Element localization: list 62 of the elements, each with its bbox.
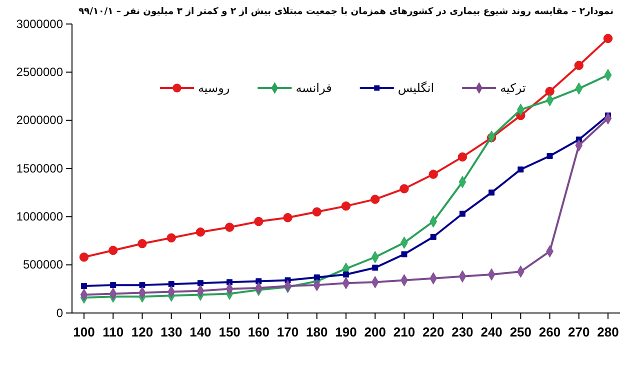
point (79, 252, 89, 262)
point (138, 239, 147, 248)
point (166, 233, 176, 242)
x-tick-label: 120 (131, 324, 154, 340)
point (401, 251, 408, 258)
y-tick-label: 0 (56, 306, 64, 320)
x-tick-label: 220 (422, 324, 444, 340)
x-tick-label: 200 (364, 324, 386, 340)
y-tick-label: 3000000 (16, 16, 64, 31)
x-tick-label: 210 (393, 324, 416, 340)
point (197, 280, 204, 286)
point (459, 210, 466, 217)
point (254, 216, 264, 226)
x-tick-label: 170 (276, 324, 299, 340)
point (546, 152, 553, 159)
x-tick-label: 160 (248, 324, 270, 340)
x-tick-label: 240 (480, 324, 502, 340)
x-tick-label: 260 (538, 324, 561, 340)
point (168, 281, 174, 288)
point (81, 283, 87, 290)
y-tick-label: 1500000 (16, 161, 64, 176)
y-tick-label: 1000000 (16, 210, 64, 224)
point (603, 34, 613, 44)
point (545, 86, 554, 96)
x-tick-label: 250 (510, 324, 532, 340)
legend-label: ترکیه (500, 81, 526, 95)
point (108, 246, 118, 255)
x-tick-label: 130 (160, 324, 182, 340)
point (110, 282, 116, 288)
point (372, 264, 378, 271)
x-tick-label: 140 (190, 324, 212, 340)
point (314, 274, 320, 280)
point (224, 222, 234, 232)
y-tick-label: 2500000 (16, 65, 64, 80)
point (430, 234, 436, 240)
point (370, 194, 380, 204)
point (488, 190, 495, 196)
legend-label: روسیه (198, 81, 230, 95)
legend-label: انگلیس (398, 81, 434, 95)
point (428, 170, 438, 179)
y-tick-label: 2000000 (16, 113, 64, 128)
point (196, 227, 206, 237)
point (139, 282, 146, 288)
legend-label: فرانسه (296, 81, 332, 95)
x-tick-label: 180 (306, 324, 328, 340)
point (458, 152, 468, 162)
x-tick-label: 150 (218, 324, 240, 340)
x-tick-label: 270 (568, 324, 590, 340)
x-tick-label: 100 (73, 324, 95, 340)
point (518, 166, 524, 172)
chart-title: نمودار۲ – مقایسه روند شیوع بیماری در کشورهای همزمان با جمعیت مبتلای بیش از ۲ و کمتر از ۳ میلیون نفر – ۹۹/۱۰/۱ (78, 6, 614, 17)
point (283, 213, 292, 222)
y-tick-label: 500000 (22, 258, 64, 272)
x-tick-label: 230 (452, 324, 474, 340)
point (312, 207, 322, 216)
point (341, 201, 351, 211)
point (574, 60, 584, 70)
x-tick-label: 190 (335, 324, 357, 340)
point (400, 184, 409, 194)
x-tick-label: 280 (597, 324, 619, 340)
x-tick-label: 110 (102, 324, 124, 340)
point (343, 271, 349, 278)
